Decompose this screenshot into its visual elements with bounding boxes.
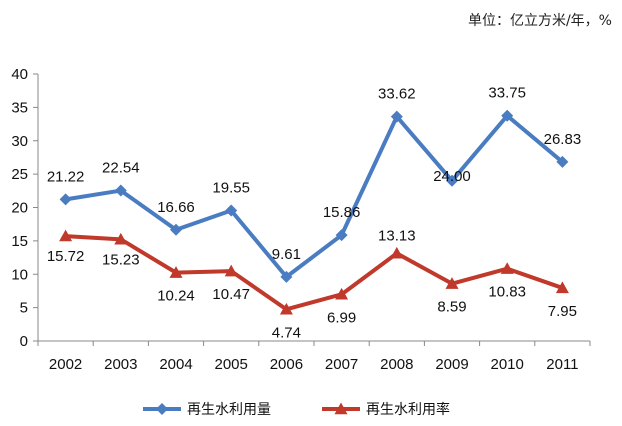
data-point-triangle bbox=[445, 277, 459, 289]
data-point-triangle bbox=[500, 262, 514, 274]
data-label: 10.24 bbox=[157, 288, 195, 305]
data-label: 15.86 bbox=[323, 204, 361, 221]
x-tick-label: 2008 bbox=[380, 356, 413, 373]
y-tick-label: 10 bbox=[11, 266, 28, 283]
data-point-triangle bbox=[59, 229, 73, 242]
y-tick-label: 5 bbox=[20, 300, 28, 317]
data-point-diamond bbox=[59, 193, 72, 206]
data-point-triangle bbox=[390, 246, 404, 259]
legend: 再生水利用量 再生水利用率 bbox=[143, 401, 450, 418]
y-tick-label: 0 bbox=[20, 333, 28, 350]
x-tick-label: 2006 bbox=[270, 356, 303, 373]
data-point-diamond bbox=[114, 184, 127, 197]
data-label: 4.74 bbox=[272, 324, 301, 341]
data-label: 33.75 bbox=[488, 85, 526, 102]
data-label: 21.22 bbox=[47, 168, 85, 185]
data-label: 16.66 bbox=[157, 199, 195, 216]
data-point-diamond bbox=[170, 223, 182, 236]
data-point-diamond bbox=[280, 270, 293, 283]
series-line-2 bbox=[65, 234, 564, 312]
data-point-triangle bbox=[335, 287, 349, 300]
data-label: 9.61 bbox=[272, 246, 301, 263]
y-tick-label: 40 bbox=[11, 66, 28, 83]
y-tick-label: 15 bbox=[11, 233, 28, 250]
y-tick-label: 30 bbox=[11, 133, 28, 150]
data-point-triangle bbox=[114, 232, 128, 245]
data-label: 15.72 bbox=[47, 248, 85, 265]
x-tick-label: 2010 bbox=[491, 356, 524, 373]
data-point-diamond bbox=[446, 174, 458, 187]
x-tick-label: 2002 bbox=[49, 356, 82, 373]
legend-marker-triangle bbox=[334, 402, 348, 415]
legend-label: 再生水利用量 bbox=[187, 402, 271, 418]
data-label: 24.00 bbox=[433, 168, 471, 185]
x-axis-ticks: 2002 2003 2004 2005 2006 2007 2008 2009 2010 2011 bbox=[37, 341, 591, 373]
y-tick-label: 35 bbox=[11, 99, 28, 116]
x-tick-label: 2009 bbox=[435, 356, 468, 373]
unit-note: 单位：亿立方米/年，% bbox=[467, 13, 612, 29]
data-point-diamond bbox=[225, 204, 238, 217]
data-point-triangle bbox=[169, 266, 183, 278]
y-axis-ticks: 0 5 10 15 20 25 30 35 40 bbox=[11, 66, 38, 350]
data-label: 10.47 bbox=[212, 286, 250, 303]
x-tick-label: 2011 bbox=[546, 356, 578, 373]
data-label: 19.55 bbox=[212, 180, 250, 197]
data-label: 33.62 bbox=[378, 86, 416, 103]
x-tick-label: 2003 bbox=[104, 356, 137, 373]
data-point-diamond bbox=[556, 155, 569, 168]
data-point-triangle bbox=[555, 281, 569, 294]
series-line-1 bbox=[65, 113, 564, 279]
data-point-triangle bbox=[224, 264, 238, 277]
data-label: 22.54 bbox=[102, 160, 140, 177]
x-tick-label: 2007 bbox=[325, 356, 358, 373]
data-label: 13.13 bbox=[378, 227, 416, 244]
data-label: 8.59 bbox=[437, 299, 466, 316]
data-label: 26.83 bbox=[544, 131, 582, 148]
data-point-diamond bbox=[335, 229, 348, 242]
data-label: 15.23 bbox=[102, 251, 140, 268]
data-label: 10.83 bbox=[488, 284, 526, 301]
data-label: 6.99 bbox=[327, 309, 356, 326]
legend-label: 再生水利用率 bbox=[366, 401, 450, 418]
x-tick-label: 2005 bbox=[215, 356, 248, 373]
data-point-diamond bbox=[390, 110, 403, 123]
y-tick-label: 25 bbox=[11, 166, 28, 183]
y-tick-label: 20 bbox=[11, 200, 28, 217]
legend-marker-diamond bbox=[156, 403, 168, 415]
series-layer: 21.22 22.54 16.66 19.55 9.61 15.86 33.62 24.00 3… bbox=[47, 85, 581, 342]
data-point-diamond bbox=[501, 109, 514, 122]
data-label: 7.95 bbox=[548, 303, 577, 320]
x-tick-label: 2004 bbox=[159, 356, 192, 373]
data-point-triangle bbox=[279, 302, 293, 315]
